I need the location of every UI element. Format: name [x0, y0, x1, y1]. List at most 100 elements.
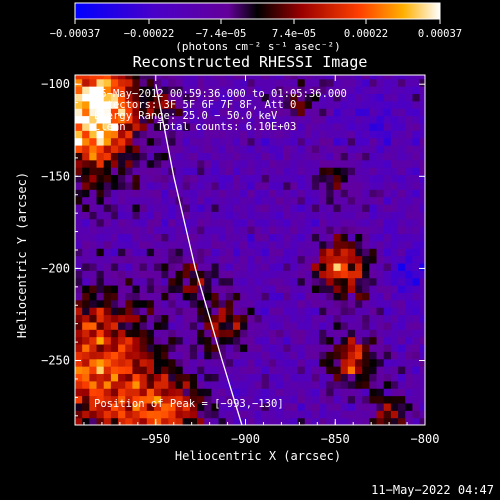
- heatmap-cell: [103, 299, 112, 308]
- heatmap-cell: [125, 218, 134, 227]
- heatmap-cell: [110, 211, 119, 220]
- heatmap-cell: [89, 159, 98, 168]
- heatmap-cell: [189, 336, 198, 345]
- heatmap-cell: [132, 218, 141, 227]
- heatmap-cell: [89, 248, 98, 257]
- heatmap-cell: [82, 307, 90, 316]
- heatmap-cell: [75, 189, 83, 198]
- heatmap-cell: [75, 402, 83, 411]
- heatmap-cell: [347, 336, 356, 345]
- heatmap-cell: [240, 226, 248, 235]
- heatmap-cell: [290, 262, 299, 271]
- heatmap-cell: [261, 410, 270, 419]
- heatmap-cell: [376, 130, 385, 139]
- heatmap-cell: [218, 351, 227, 360]
- heatmap-cell: [290, 78, 299, 87]
- heatmap-cell: [333, 285, 342, 293]
- heatmap-cell: [218, 233, 227, 242]
- heatmap-cell: [268, 78, 277, 87]
- heatmap-cell: [412, 329, 421, 338]
- heatmap-cell: [369, 417, 378, 425]
- heatmap-cell: [412, 218, 421, 227]
- heatmap-cell: [405, 373, 414, 382]
- heatmap-cell: [132, 255, 141, 264]
- heatmap-cell: [347, 240, 356, 249]
- heatmap-cell: [412, 86, 421, 95]
- heatmap-cell: [276, 292, 284, 301]
- heatmap-cell: [89, 174, 98, 183]
- heatmap-cell: [110, 93, 119, 102]
- heatmap-cell: [304, 307, 313, 316]
- heatmap-cell: [355, 285, 363, 293]
- heatmap-cell: [304, 211, 313, 220]
- heatmap-cell: [225, 329, 234, 338]
- heatmap-cell: [347, 93, 356, 102]
- heatmap-cell: [297, 307, 306, 316]
- heatmap-cell: [240, 262, 248, 271]
- heatmap-cell: [240, 75, 248, 80]
- heatmap-cell: [146, 167, 155, 176]
- heatmap-cell: [326, 307, 335, 316]
- heatmap-cell: [146, 218, 155, 227]
- heatmap-cell: [398, 159, 406, 168]
- heatmap-cell: [232, 299, 241, 308]
- heatmap-cell: [355, 226, 363, 235]
- heatmap-cell: [204, 196, 213, 205]
- heatmap-cell: [161, 78, 169, 87]
- heatmap-cell: [82, 181, 90, 190]
- heatmap-cell: [254, 329, 263, 338]
- heatmap-cell: [369, 329, 378, 338]
- heatmap-cell: [369, 314, 378, 323]
- heatmap-cell: [175, 226, 184, 235]
- heatmap-cell: [189, 78, 198, 87]
- heatmap-cell: [232, 93, 241, 102]
- heatmap-cell: [204, 277, 213, 286]
- heatmap-cell: [139, 351, 148, 360]
- heatmap-cell: [182, 380, 191, 389]
- heatmap-cell: [232, 351, 241, 360]
- heatmap-cell: [319, 167, 327, 176]
- heatmap-cell: [333, 262, 342, 271]
- heatmap-cell: [204, 255, 213, 264]
- heatmap-cell: [225, 285, 234, 293]
- heatmap-cell: [254, 122, 263, 131]
- heatmap-cell: [383, 159, 392, 168]
- heatmap-cell: [362, 373, 370, 382]
- heatmap-cell: [225, 358, 234, 367]
- heatmap-cell: [89, 366, 98, 375]
- heatmap-cell: [247, 292, 256, 301]
- heatmap-cell: [347, 307, 356, 316]
- heatmap-cell: [347, 203, 356, 212]
- heatmap-cell: [333, 174, 342, 183]
- heatmap-cell: [261, 366, 270, 375]
- heatmap-cell: [118, 122, 126, 131]
- heatmap-cell: [304, 152, 313, 161]
- heatmap-cell: [362, 417, 370, 425]
- heatmap-cell: [340, 108, 349, 117]
- colorbar-ticks: −0.00037 −0.00022 −7.4e−05 7.4e−05 0.00022 0.…: [50, 19, 462, 40]
- heatmap-cell: [125, 115, 134, 124]
- heatmap-cell: [232, 174, 241, 183]
- heatmap-cell: [362, 100, 370, 109]
- heatmap-cell: [347, 410, 356, 419]
- heatmap-cell: [276, 380, 284, 389]
- heatmap-cell: [153, 152, 162, 161]
- heatmap-cell: [197, 240, 205, 249]
- heatmap-cell: [132, 152, 141, 161]
- heatmap-cell: [82, 75, 90, 80]
- heatmap-cell: [139, 130, 148, 139]
- heatmap-cell: [297, 285, 306, 293]
- heatmap-cell: [412, 307, 421, 316]
- heatmap-cell: [189, 240, 198, 249]
- heatmap-cell: [412, 255, 421, 264]
- heatmap-cell: [268, 145, 277, 153]
- heatmap-cell: [211, 248, 220, 257]
- heatmap-cell: [398, 307, 406, 316]
- heatmap-cell: [139, 366, 148, 375]
- heatmap-cell: [197, 329, 205, 338]
- heatmap-cell: [261, 181, 270, 190]
- heatmap-cell: [376, 78, 385, 87]
- heatmap-cell: [89, 100, 98, 109]
- heatmap-cell: [268, 196, 277, 205]
- heatmap-cell: [304, 388, 313, 397]
